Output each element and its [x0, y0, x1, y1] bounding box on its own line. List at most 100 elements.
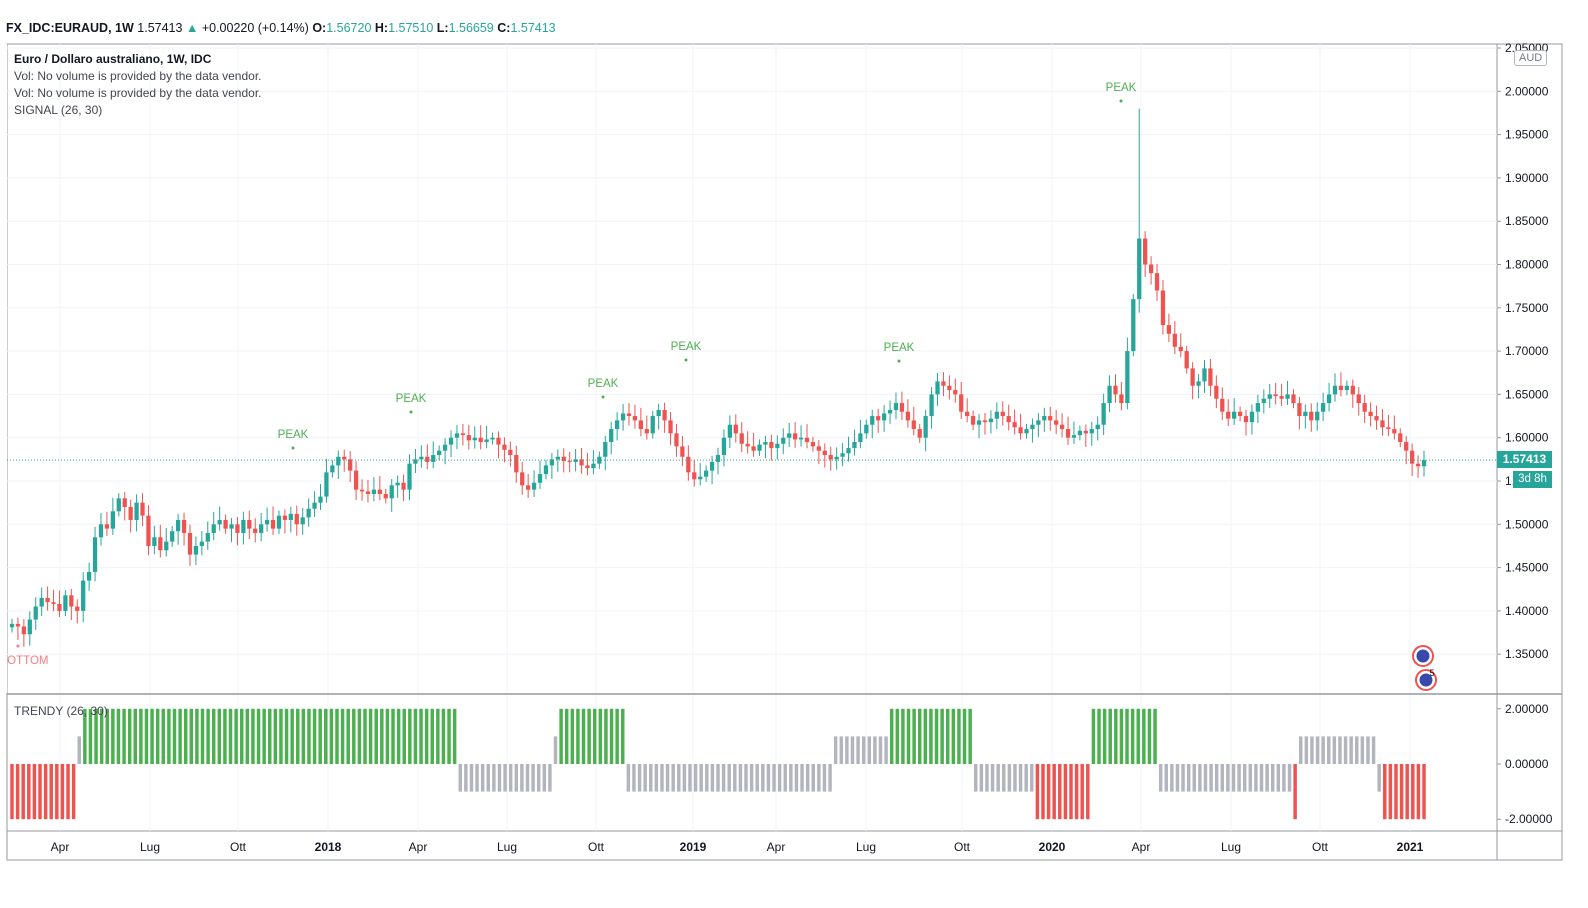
trendy-bar [312, 708, 317, 764]
trendy-bar [357, 708, 362, 764]
trendy-bar [990, 764, 995, 792]
candle-body [431, 455, 436, 462]
trendy-bar [1405, 764, 1409, 820]
candle-body [929, 394, 934, 417]
trendy-bar [1114, 708, 1118, 764]
candle-body [1338, 385, 1344, 391]
trendy-bar [508, 764, 513, 792]
candle-body [1374, 416, 1379, 421]
x-tick-label: Ott [588, 840, 605, 854]
candle-body [941, 381, 946, 386]
trendy-bar [811, 764, 815, 792]
trendy-bar [828, 764, 832, 792]
candle-body [1261, 398, 1266, 404]
candle-body [193, 545, 199, 555]
candle-body [419, 456, 424, 460]
x-tick-label: Ott [230, 840, 247, 854]
trendy-bar [716, 764, 720, 792]
trendy-bar [206, 708, 210, 764]
candle-body [1255, 403, 1261, 412]
candle-body [947, 385, 952, 391]
candle-body [336, 456, 341, 466]
indicator-y-tick-label: 0.00000 [1505, 757, 1549, 771]
candle-body [1160, 290, 1166, 326]
candle-body [1291, 394, 1296, 404]
candle-body [692, 472, 697, 480]
trendy-bar [43, 764, 48, 820]
trendy-bar [839, 736, 844, 764]
trendy-bar [705, 764, 709, 792]
trendy-bar [340, 708, 345, 764]
trendy-bar [1035, 764, 1040, 820]
candle-body [395, 482, 400, 486]
candle-body [110, 511, 115, 529]
trendy-bar [873, 736, 877, 764]
candle-body [1279, 396, 1284, 399]
candle-body [448, 437, 454, 445]
candle-body [674, 433, 679, 447]
candle-body [899, 403, 905, 412]
trendy-bar [492, 764, 496, 792]
x-tick-label: 2018 [315, 840, 342, 854]
trendy-legend[interactable]: TRENDY (26, 30) [14, 704, 108, 718]
trendy-bar [1158, 764, 1163, 792]
trendy-bar [1411, 764, 1415, 820]
trendy-bar [1013, 764, 1017, 792]
candle-body [1362, 403, 1367, 412]
candle-body [579, 459, 584, 466]
candle-body [282, 515, 288, 520]
candle-body [650, 416, 655, 434]
signal-legend[interactable]: SIGNAL (26, 30) [14, 103, 103, 117]
candle-body [383, 493, 388, 499]
trendy-bar [256, 708, 261, 764]
candle-body [1386, 427, 1391, 430]
y-tick-label: 1.60000 [1505, 431, 1549, 445]
candle-body [994, 411, 999, 419]
candle-body [1048, 416, 1053, 421]
currency-badge[interactable]: AUD [1514, 50, 1548, 66]
candle-body [1332, 385, 1338, 395]
trendy-bar [649, 764, 653, 792]
candle-body [846, 448, 851, 454]
candle-body [496, 437, 501, 445]
y-tick-label: 1.70000 [1505, 344, 1549, 358]
volume-legend-2[interactable]: Vol: No volume is provided by the data v… [14, 86, 262, 100]
trendy-bar [352, 708, 356, 764]
candle-body [703, 470, 709, 477]
trendy-bar [1170, 764, 1174, 792]
trendy-bar [884, 736, 888, 764]
candle-body [769, 442, 774, 449]
trendy-bar [408, 708, 412, 764]
candle-body [781, 437, 786, 444]
trendy-bar [542, 764, 547, 792]
trendy-bar [1383, 764, 1387, 820]
volume-legend-1[interactable]: Vol: No volume is provided by the data v… [14, 69, 262, 83]
x-tick-label: Apr [1132, 840, 1151, 854]
trendy-bar [609, 708, 614, 764]
candle-body [146, 515, 151, 546]
candle-body [905, 411, 910, 421]
trendy-bar [139, 708, 143, 764]
peak-marker [1119, 99, 1123, 103]
trendy-bar [587, 708, 591, 764]
close-label: C: [497, 21, 511, 35]
trendy-bar [1018, 764, 1023, 792]
trendy-bar [380, 708, 384, 764]
trendy-bar [1142, 708, 1146, 764]
candle-body [1415, 463, 1421, 467]
x-tick-label: Lug [1221, 840, 1241, 854]
trendy-bar [789, 764, 793, 792]
event-flags[interactable]: 5 [1412, 645, 1437, 691]
series-legend-title[interactable]: Euro / Dollaro australiano, 1W, IDC [14, 52, 212, 66]
candle-body [858, 433, 863, 443]
trendy-bar [536, 764, 541, 792]
candle-body [792, 433, 798, 440]
candle-body [1036, 420, 1041, 425]
candle-body [1326, 394, 1332, 404]
trendy-bar [1214, 764, 1219, 792]
trendy-bar [1349, 736, 1353, 764]
trendy-bar [615, 708, 619, 764]
candle-body [128, 506, 133, 520]
last-price: 1.57413 [137, 21, 183, 35]
